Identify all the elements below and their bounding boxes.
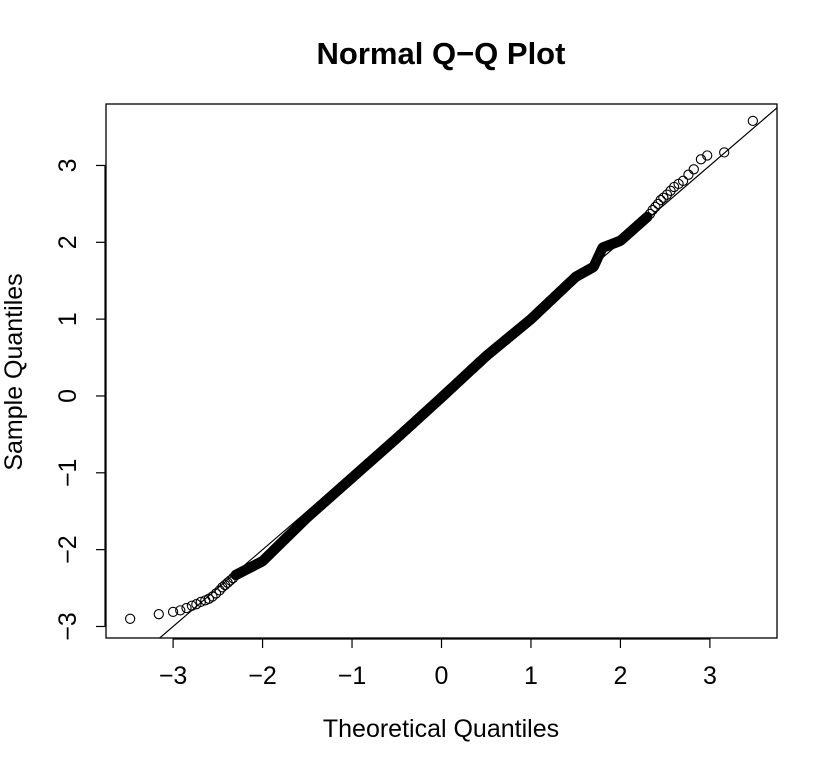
x-tick-label: −3 [159, 662, 188, 690]
data-point [230, 569, 241, 581]
data-point [181, 602, 192, 614]
x-tick-label: −1 [338, 662, 367, 690]
x-tick-label: 2 [613, 662, 627, 690]
x-tick-label: 0 [435, 662, 449, 690]
data-point [658, 192, 669, 203]
data-point [225, 575, 236, 586]
data-point [650, 201, 661, 213]
x-axis-title: Theoretical Quantiles [323, 715, 559, 743]
data-point [642, 211, 653, 223]
y-tick-label: 3 [54, 159, 82, 173]
data-point [167, 606, 179, 618]
data-point [207, 591, 218, 602]
data-points [125, 115, 758, 624]
y-tick-label: 2 [54, 235, 82, 249]
data-point [125, 613, 136, 624]
y-tick-label: −1 [54, 459, 82, 488]
x-axis: −3 −2 −1 0 1 2 3 [159, 638, 717, 690]
data-point [655, 194, 666, 206]
y-tick-label: −3 [54, 612, 82, 641]
data-point [747, 115, 758, 127]
y-tick-label: 0 [54, 389, 82, 403]
plot-frame [105, 103, 778, 639]
data-point [227, 572, 239, 584]
x-tick-label: 1 [524, 662, 538, 690]
y-axis: −3 −2 −1 0 1 2 3 [54, 159, 106, 641]
data-point [647, 204, 658, 216]
x-tick-label: −2 [248, 662, 277, 690]
data-point [688, 164, 699, 175]
y-tick-label: −2 [54, 535, 82, 564]
y-tick-label: 1 [54, 312, 82, 326]
data-point [683, 169, 694, 180]
chart-title: Normal Q−Q Plot [317, 36, 566, 71]
data-point [719, 147, 730, 158]
data-point [186, 600, 198, 611]
data-point [677, 175, 689, 186]
data-point [210, 588, 222, 599]
data-point [661, 189, 673, 200]
data-point [665, 185, 676, 196]
y-axis-title: Sample Quantiles [0, 273, 28, 470]
data-point [702, 150, 713, 161]
data-point [153, 609, 164, 620]
data-point [214, 585, 225, 596]
data-point [175, 605, 186, 616]
x-tick-label: 3 [703, 662, 717, 690]
